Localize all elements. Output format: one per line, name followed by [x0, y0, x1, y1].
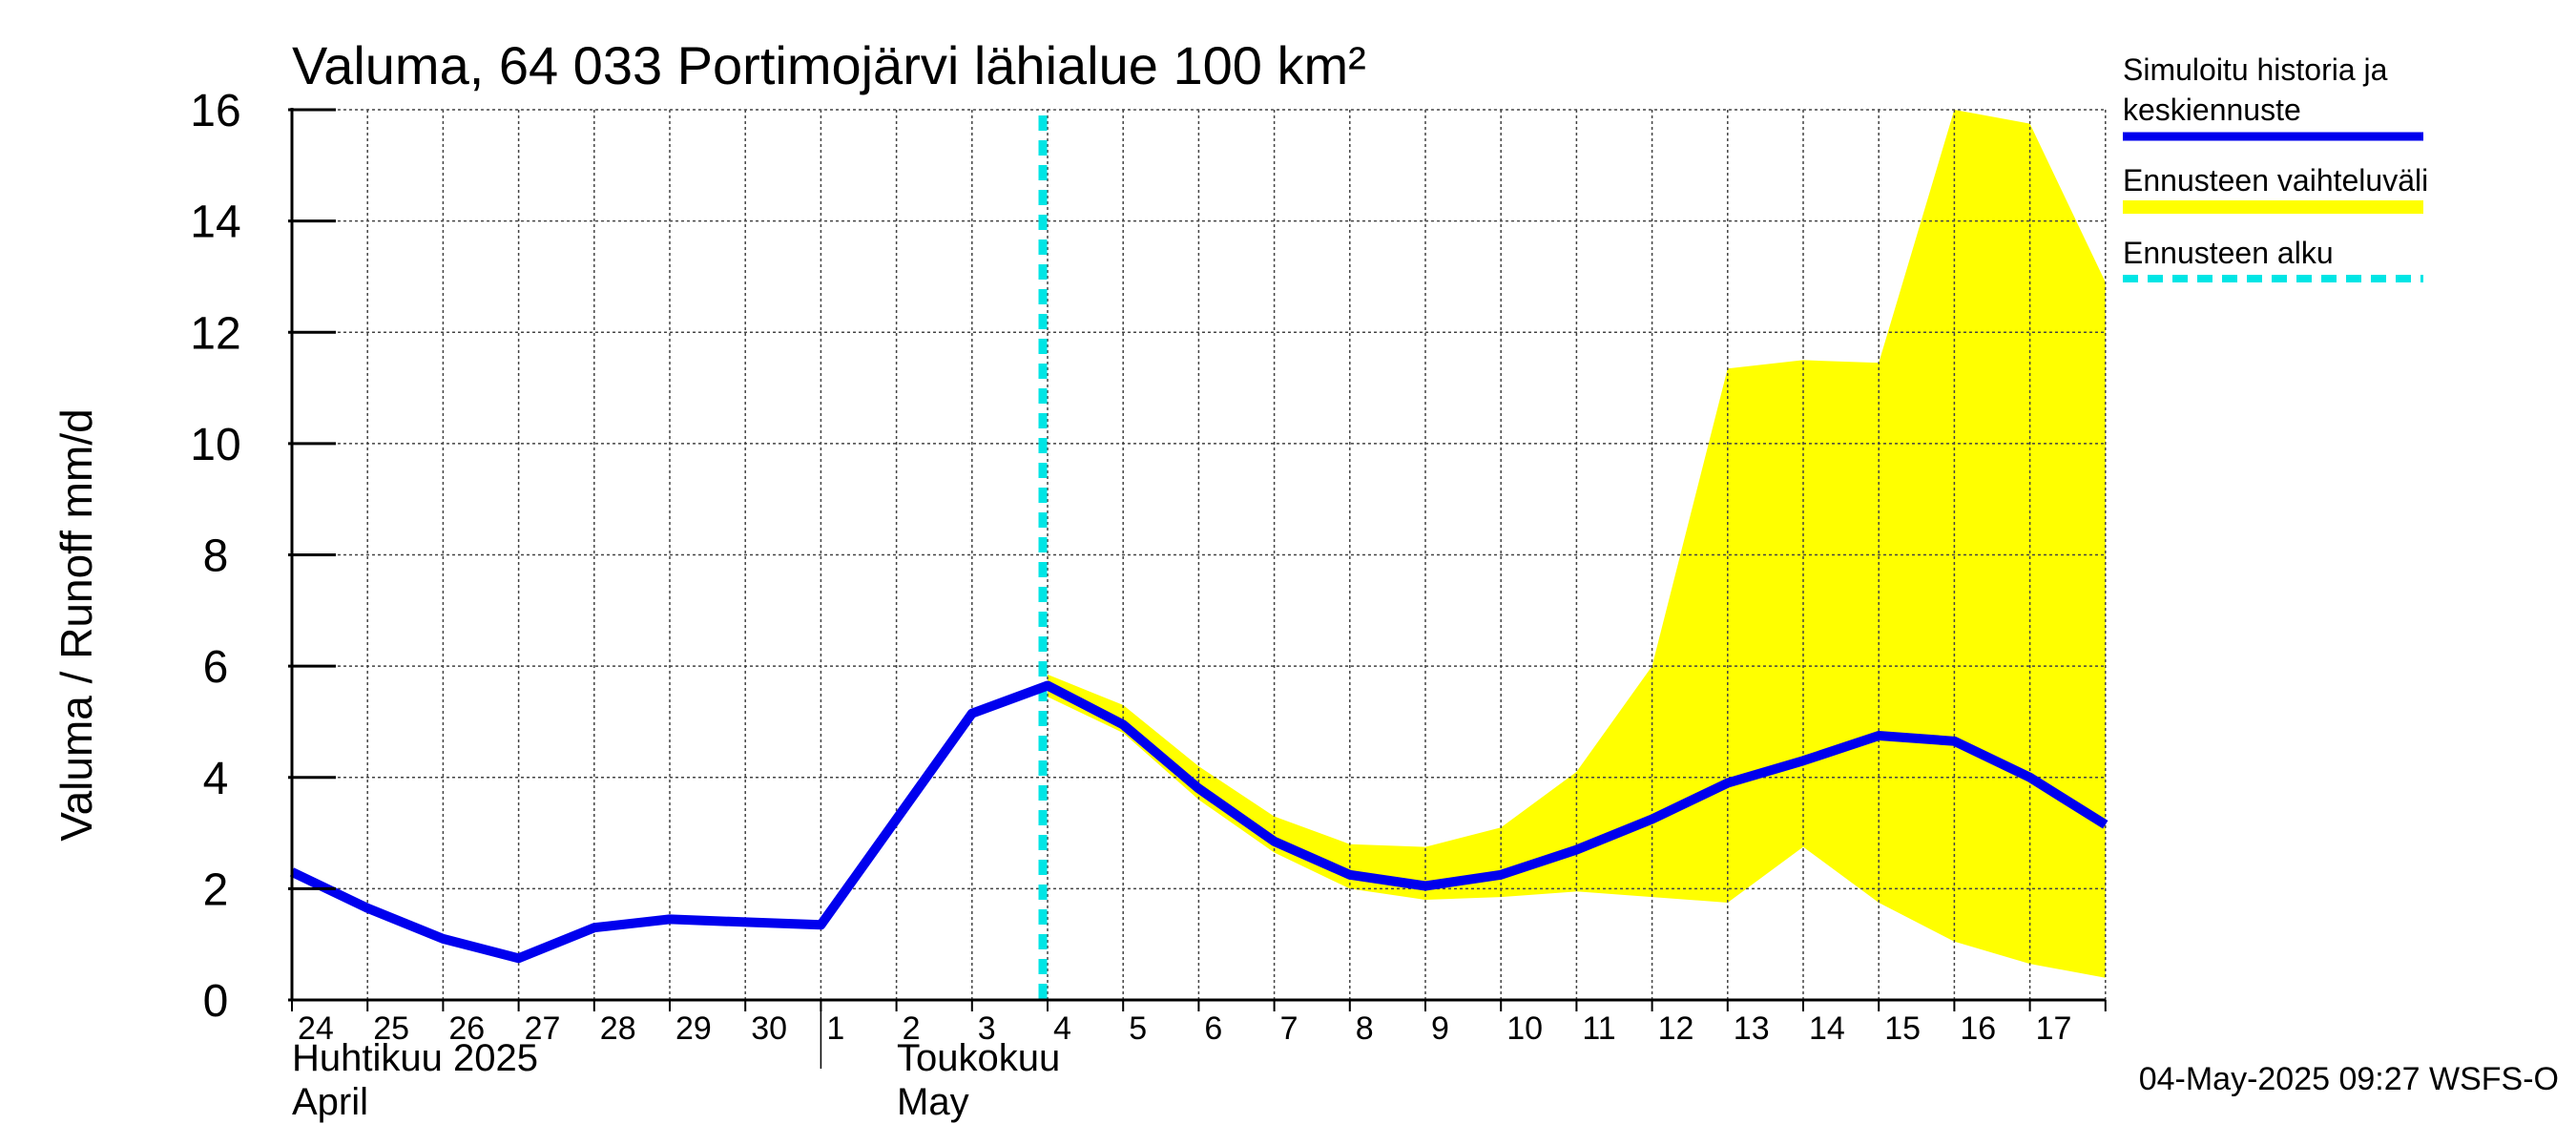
x-tick-label: 15 [1884, 1010, 1921, 1047]
x-tick-label: 29 [675, 1010, 712, 1047]
x-tick-label: 10 [1506, 1010, 1543, 1047]
x-tick-label: 13 [1734, 1010, 1770, 1047]
legend-label-median-line2: keskiennuste [2123, 93, 2301, 127]
x-tick-label: 8 [1356, 1010, 1374, 1047]
legend-label-median-line1: Simuloitu historia ja [2123, 52, 2388, 87]
y-tick-label: 0 [203, 976, 229, 1027]
month-label-april-line1: Huhtikuu 2025 [292, 1037, 538, 1079]
month-label-may-line1: Toukokuu [897, 1037, 1060, 1079]
y-tick-labels: 0 2 4 6 8 10 12 14 16 [190, 86, 240, 1027]
x-tick-label: 11 [1582, 1010, 1615, 1047]
x-tick-label: 14 [1809, 1010, 1845, 1047]
legend: Simuloitu historia ja keskiennuste Ennus… [2123, 52, 2428, 282]
grid-layer [292, 109, 2107, 1000]
x-tick-label: 9 [1431, 1010, 1449, 1047]
x-tick-label: 2 [903, 1010, 921, 1047]
month-label-april-line2: April [292, 1081, 368, 1123]
x-tick-label: 7 [1280, 1010, 1298, 1047]
median-line-layer [289, 680, 2109, 964]
x-tick-labels: 24 25 26 27 28 29 30 1 2 3 4 5 6 7 8 9 10 11 12 13 14 15 16 17 [298, 1010, 2071, 1047]
forecast-range-band-layer [1048, 110, 2106, 978]
y-tick-label: 4 [203, 754, 229, 804]
x-tick-label: 16 [1960, 1010, 1996, 1047]
month-label-may-line2: May [897, 1081, 969, 1123]
x-tick-label: 27 [525, 1010, 561, 1047]
median-runoff-line [289, 680, 2109, 964]
y-tick-label: 2 [203, 864, 229, 915]
x-tick-label: 6 [1204, 1010, 1222, 1047]
y-tick-label: 10 [190, 420, 240, 470]
x-tick-label: 25 [373, 1010, 409, 1047]
y-axis-label: Valuma / Runoff mm/d [52, 408, 101, 841]
x-tick-label: 28 [600, 1010, 636, 1047]
x-tick-label: 5 [1129, 1010, 1147, 1047]
y-tick-label: 12 [190, 308, 240, 359]
chart-title: Valuma, 64 033 Portimojärvi lähialue 100… [292, 35, 1366, 95]
axes-frame [288, 108, 2107, 1069]
y-tick-label: 16 [190, 86, 240, 136]
y-tick-label: 6 [203, 642, 229, 693]
x-tick-label: 1 [826, 1010, 844, 1047]
timestamp: 04-May-2025 09:27 WSFS-O [2139, 1061, 2559, 1097]
y-tick-label: 8 [203, 531, 229, 582]
legend-label-range: Ennusteen vaihteluväli [2123, 163, 2428, 198]
x-tick-label: 24 [298, 1010, 334, 1047]
y-tick-label: 14 [190, 198, 240, 248]
forecast-range-band [1048, 110, 2106, 978]
x-tick-label: 12 [1658, 1010, 1694, 1047]
legend-label-forecast-start: Ennusteen alku [2123, 236, 2334, 270]
x-tick-label: 4 [1053, 1010, 1071, 1047]
x-tick-label: 26 [448, 1010, 485, 1047]
x-tick-label: 3 [978, 1010, 996, 1047]
x-tick-label: 30 [751, 1010, 787, 1047]
x-tick-label: 17 [2036, 1010, 2072, 1047]
